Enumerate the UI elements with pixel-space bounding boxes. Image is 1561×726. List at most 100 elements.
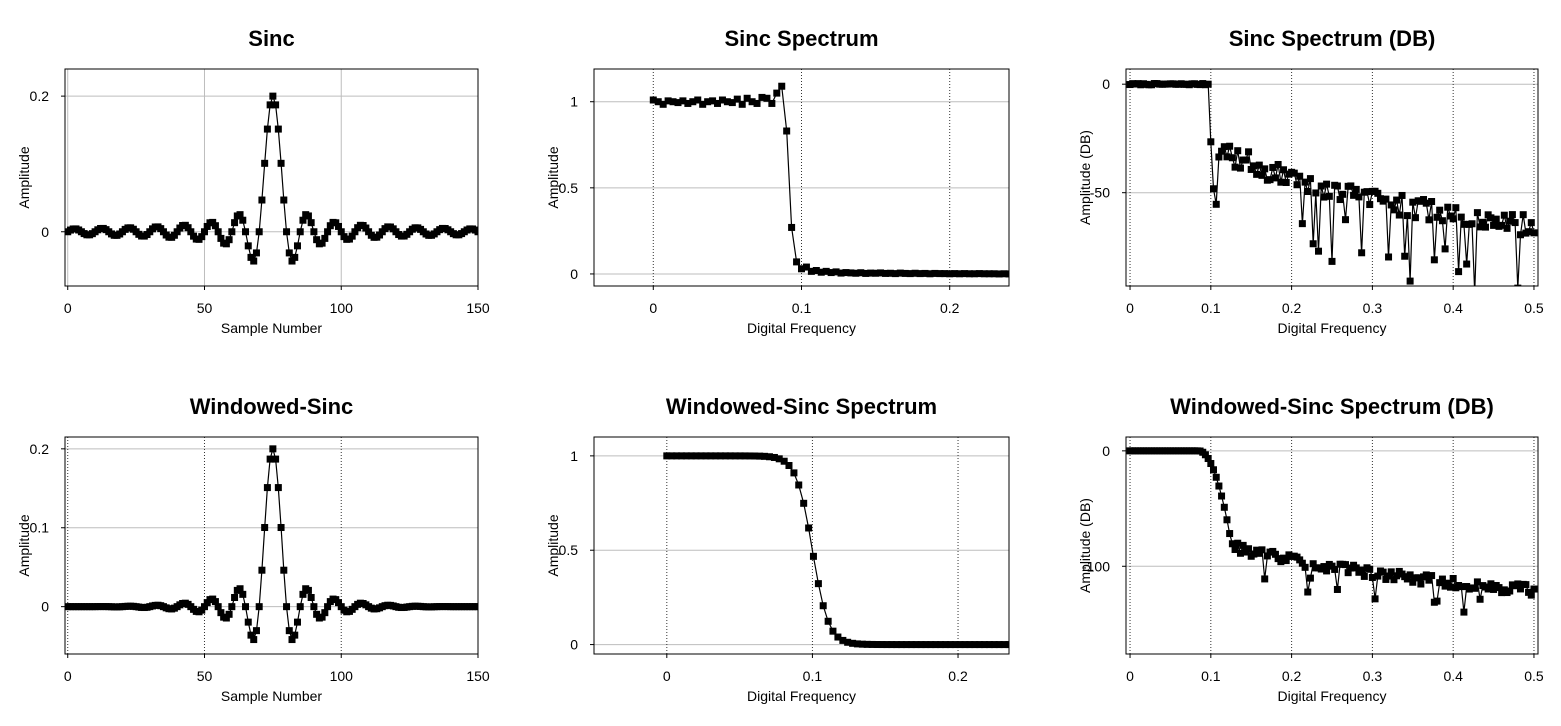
data-point (1263, 552, 1271, 560)
series-line (67, 94, 478, 263)
x-tick-label: 0.1 (1201, 668, 1221, 684)
data-point (217, 609, 225, 617)
data-point (684, 99, 692, 107)
data-point (687, 452, 695, 460)
data-point (291, 253, 299, 261)
data-point (310, 228, 318, 236)
data-point (1223, 516, 1231, 524)
data-point (921, 269, 929, 277)
data-point (673, 452, 681, 460)
data-point (225, 236, 233, 244)
data-point (1261, 575, 1269, 583)
data-point (877, 269, 885, 277)
data-point (1422, 199, 1430, 207)
data-point (862, 269, 870, 277)
data-point (1390, 576, 1398, 584)
data-point (694, 96, 702, 104)
data-point (272, 101, 280, 109)
data-point (250, 257, 258, 265)
data-point (941, 270, 949, 278)
data-point (805, 524, 813, 532)
x-tick-label: 0.1 (1201, 300, 1221, 316)
data-point (1457, 583, 1465, 591)
data-point (922, 641, 930, 649)
data-point (837, 269, 845, 277)
data-point (1368, 573, 1376, 581)
data-point (1220, 143, 1228, 151)
data-point (1258, 546, 1266, 554)
data-point (1527, 219, 1535, 227)
data-point (1371, 595, 1379, 603)
data-point (1473, 578, 1481, 586)
data-point (252, 249, 260, 257)
data-point (853, 640, 861, 648)
data-point (288, 257, 296, 265)
data-point (971, 641, 979, 649)
x-tick-label: 150 (466, 668, 490, 684)
data-point (839, 636, 847, 644)
data-point (474, 603, 478, 611)
x-tick-label: 0 (663, 668, 671, 684)
data-point (1350, 191, 1358, 199)
data-point (1298, 559, 1306, 567)
data-point (1420, 196, 1428, 204)
data-point (976, 641, 984, 649)
data-point (337, 228, 345, 236)
data-point (228, 603, 236, 611)
x-axis-label: Sample Number (221, 688, 322, 704)
data-point (961, 641, 969, 649)
data-point (942, 641, 950, 649)
data-point (214, 228, 222, 236)
data-point (814, 580, 822, 588)
data-point (1503, 224, 1511, 232)
data-point (819, 602, 827, 610)
data-point (203, 222, 211, 230)
series-group (649, 82, 1009, 278)
data-point (1207, 460, 1215, 468)
data-point (1250, 550, 1258, 558)
y-axis-label: Amplitude (DB) (1077, 498, 1093, 593)
data-point (1487, 580, 1495, 588)
data-point (247, 253, 255, 261)
data-point (1506, 587, 1514, 595)
data-point (714, 99, 722, 107)
data-point (881, 269, 889, 277)
data-point (365, 228, 373, 236)
data-point (266, 101, 274, 109)
x-axis-label: Digital Frequency (747, 320, 856, 336)
data-point (1228, 540, 1236, 548)
data-point (1387, 201, 1395, 209)
data-point (822, 267, 830, 275)
data-point (307, 219, 315, 227)
data-point (362, 224, 370, 232)
data-point (1209, 185, 1217, 193)
chart-title: Windowed-Sinc (190, 394, 354, 419)
data-point (834, 633, 842, 641)
data-point (807, 267, 815, 275)
data-point (883, 641, 891, 649)
data-point (1495, 584, 1503, 592)
data-point (228, 228, 236, 236)
y-tick-label: 0 (1102, 443, 1110, 459)
y-tick-label: 1 (570, 94, 578, 110)
data-point (901, 269, 909, 277)
data-point (847, 269, 855, 277)
data-point (669, 98, 677, 106)
data-point (985, 270, 993, 278)
data-point (802, 263, 810, 271)
y-tick-label: 0 (41, 224, 49, 240)
data-point (231, 594, 239, 602)
data-point (1269, 163, 1277, 171)
data-point (980, 270, 988, 278)
data-point (718, 96, 726, 104)
data-point (242, 228, 250, 236)
data-point (1471, 584, 1479, 592)
data-point (778, 82, 786, 90)
data-point (1226, 530, 1234, 538)
data-point (927, 641, 935, 649)
y-tick-label: -100 (1082, 558, 1110, 574)
data-point (717, 452, 725, 460)
data-point (1320, 193, 1328, 201)
data-point (1258, 171, 1266, 179)
series-group (65, 445, 478, 644)
